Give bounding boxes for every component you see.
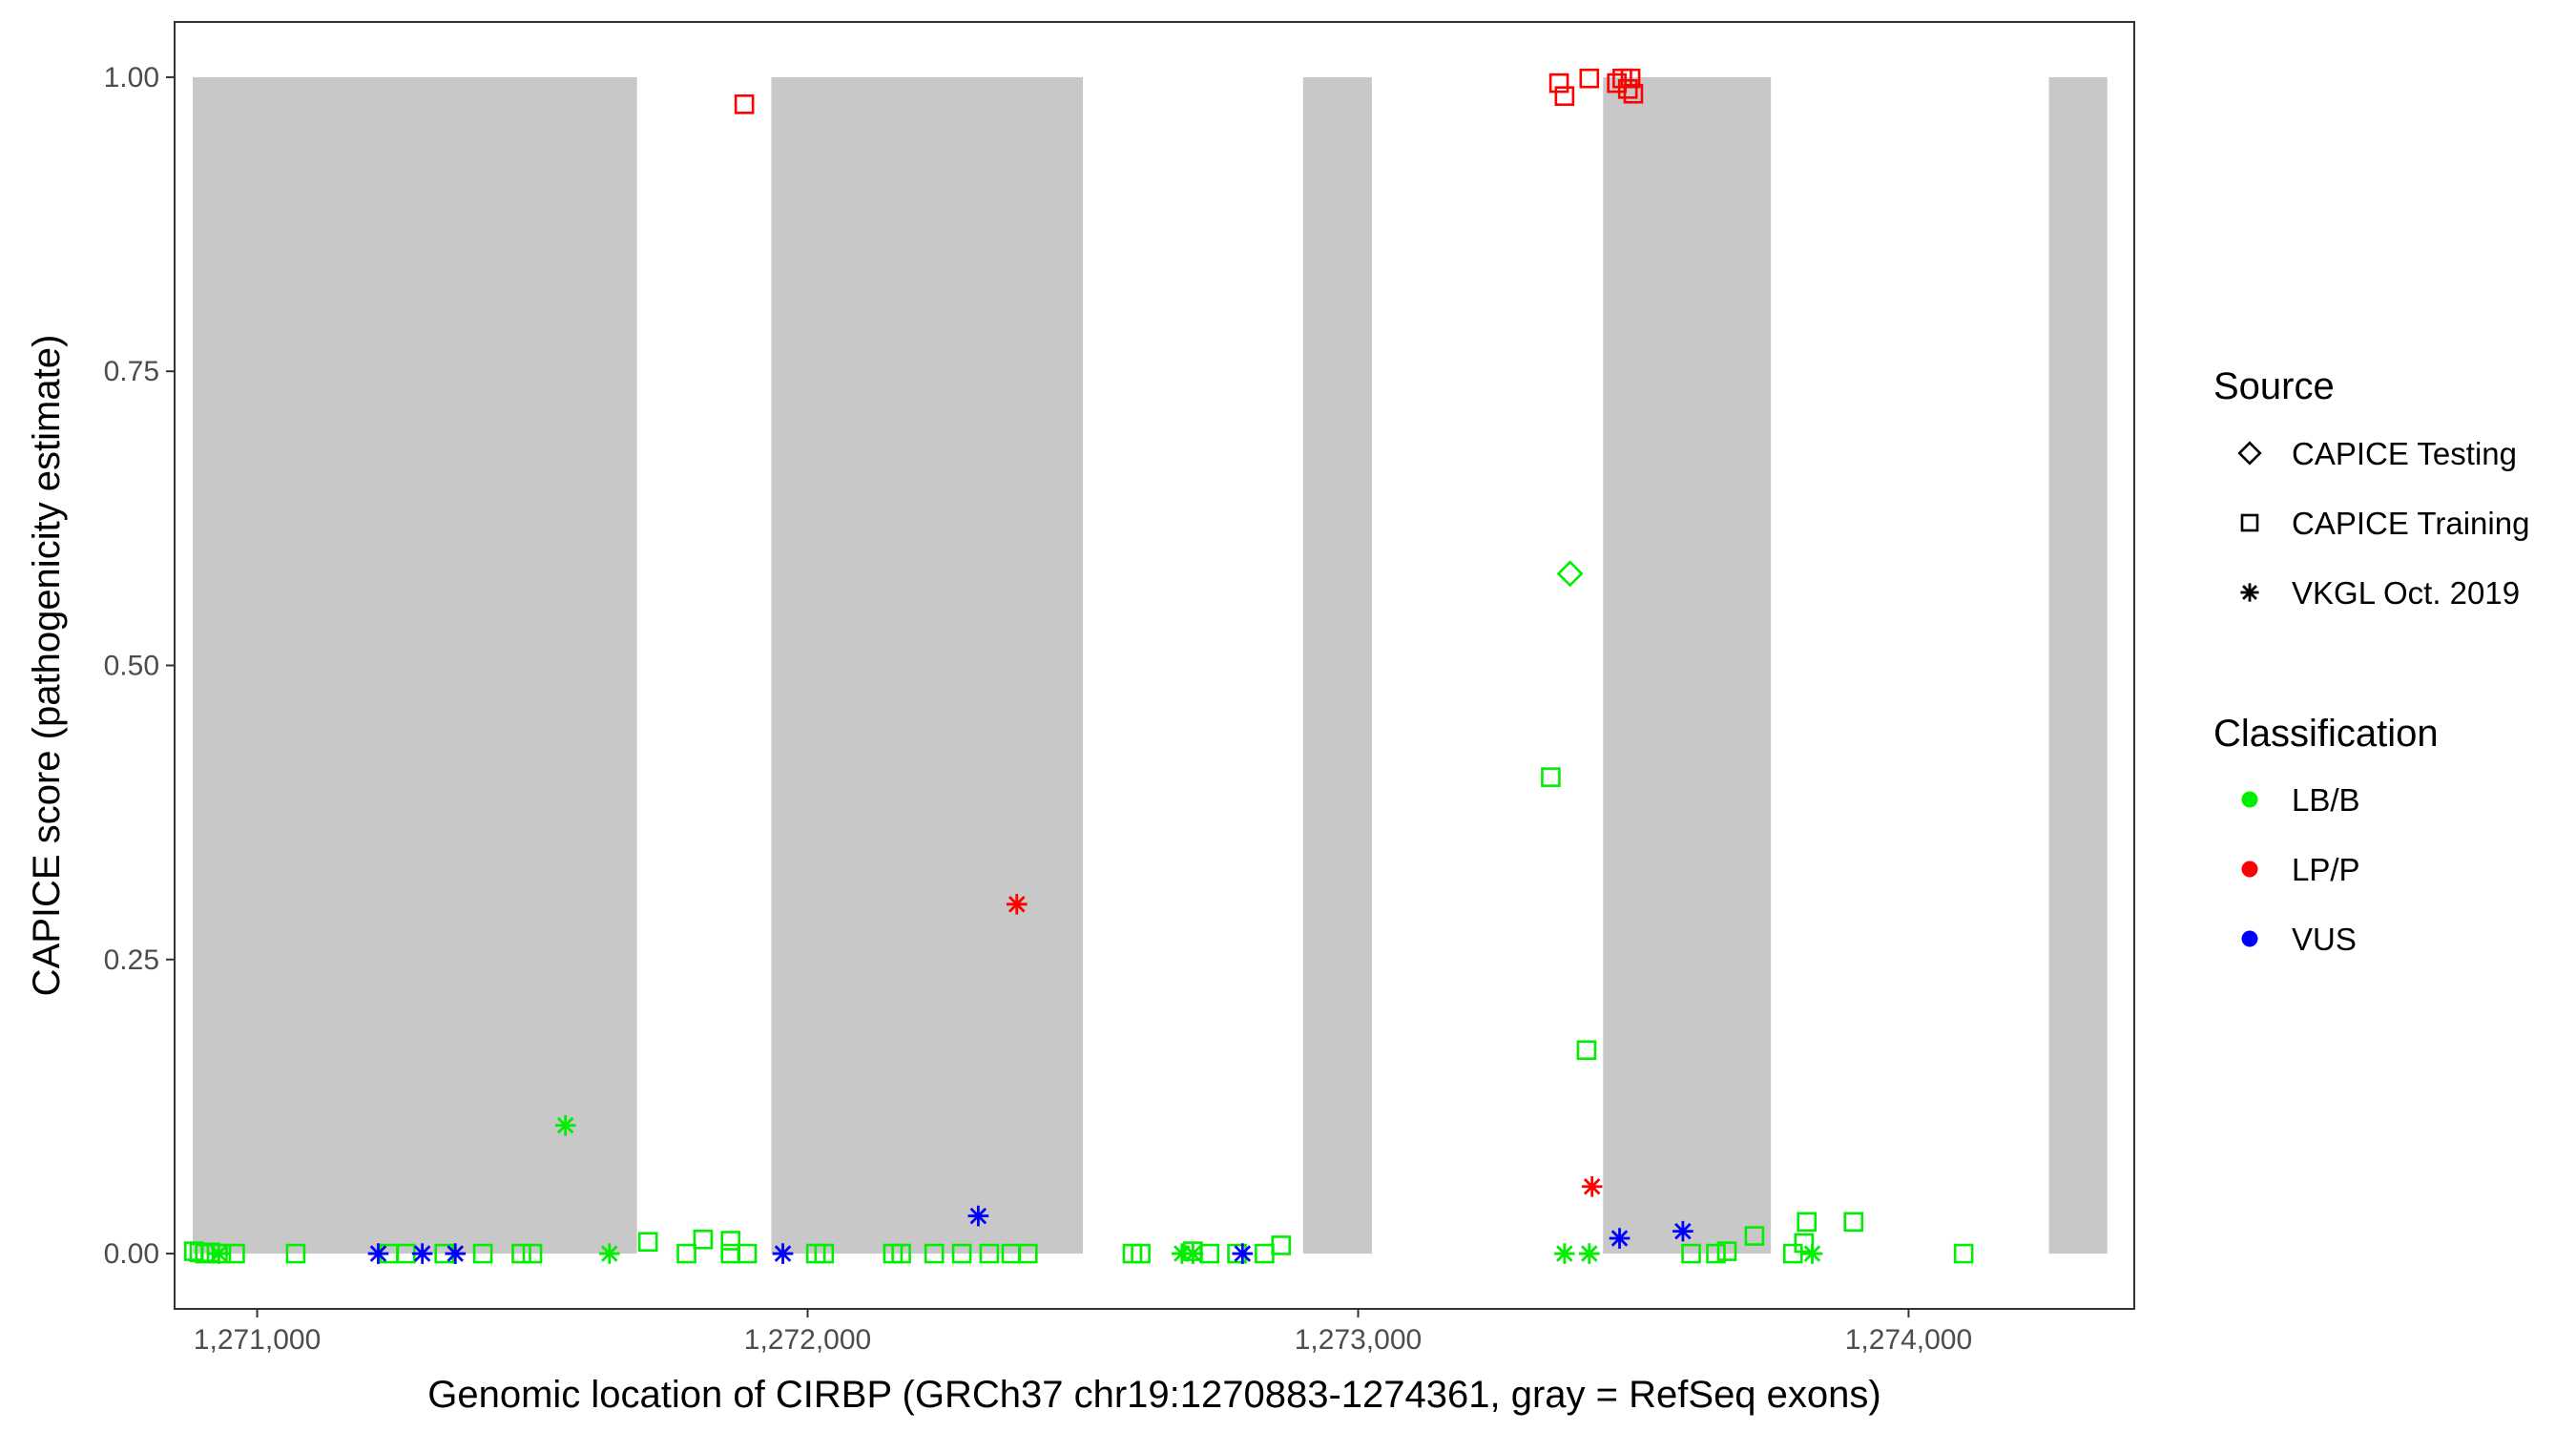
data-point <box>1554 1243 1575 1264</box>
data-point <box>472 1243 493 1264</box>
legend-label: LB/B <box>2292 782 2360 818</box>
data-point <box>445 1243 467 1264</box>
y-axis-title: CAPICE score (pathogenicity estimate) <box>26 335 68 997</box>
data-point <box>511 1243 531 1264</box>
y-tick-label: 0.50 <box>104 651 159 682</box>
data-point <box>1617 78 1638 99</box>
data-point <box>522 1243 543 1264</box>
exon-bands <box>193 76 2108 1255</box>
legend-key-asterisk <box>2240 583 2259 602</box>
data-point <box>1744 1226 1765 1246</box>
data-point <box>1182 1243 1204 1264</box>
legend-label: CAPICE Testing <box>2292 436 2517 471</box>
data-point <box>1579 68 1600 89</box>
y-tick-label: 0.25 <box>104 944 159 976</box>
data-point <box>1706 1243 1726 1264</box>
legend-key-dot <box>2241 930 2258 947</box>
data-point <box>637 1232 658 1253</box>
data-point <box>1620 68 1641 89</box>
legend-classification: Classification LB/B LP/P VUS <box>2213 713 2439 957</box>
data-point <box>1794 1233 1815 1254</box>
legend-key-square <box>2240 513 2259 532</box>
data-point <box>693 1229 714 1250</box>
data-point <box>1672 1220 1693 1242</box>
exon-band <box>2048 76 2108 1255</box>
data-point <box>979 1243 1000 1264</box>
data-point <box>554 1114 576 1136</box>
data-point <box>1843 1212 1864 1233</box>
x-tick-label: 1,274,000 <box>1845 1324 1972 1356</box>
data-point <box>1576 1040 1597 1061</box>
legend-classification-title: Classification <box>2213 713 2439 755</box>
data-point <box>1801 1243 1823 1264</box>
data-point <box>814 1243 835 1264</box>
data-point <box>599 1243 620 1264</box>
exon-band <box>193 76 637 1255</box>
data-point <box>734 94 755 114</box>
data-point <box>1797 1212 1818 1233</box>
legend-label: LP/P <box>2292 852 2360 887</box>
data-point <box>1006 894 1028 915</box>
data-point <box>951 1243 972 1264</box>
data-point <box>285 1243 306 1264</box>
legend-key-dot <box>2241 791 2258 808</box>
y-axis: 0.00 0.25 0.50 0.75 1.00 <box>104 62 175 1270</box>
x-tick-label: 1,272,000 <box>744 1324 871 1356</box>
data-points <box>183 68 1974 1264</box>
legend-key-dot <box>2241 861 2258 878</box>
y-tick-label: 1.00 <box>104 62 159 93</box>
legend-label: VUS <box>2292 922 2357 957</box>
exon-band <box>771 76 1083 1255</box>
data-point <box>1581 1175 1603 1197</box>
legend-source: Source CAPICE Testing CAPICE Training VKGL… <box>2213 365 2529 611</box>
x-axis-title: Genomic location of CIRBP (GRCh37 chr19:… <box>427 1374 1880 1416</box>
data-point <box>1607 73 1627 93</box>
data-point <box>1131 1243 1151 1264</box>
data-point <box>720 1231 741 1251</box>
data-point <box>1782 1243 1803 1264</box>
y-tick-label: 0.75 <box>104 356 159 387</box>
data-point <box>1556 560 1584 588</box>
data-point <box>772 1243 794 1264</box>
data-point <box>367 1243 389 1264</box>
data-point <box>676 1243 696 1264</box>
exon-band <box>1302 76 1372 1255</box>
x-axis: 1,271,000 1,272,000 1,273,000 1,274,000 <box>194 1309 1972 1356</box>
data-point <box>208 1243 229 1264</box>
data-point <box>1017 1243 1038 1264</box>
data-point <box>1554 86 1575 106</box>
data-point <box>1609 1228 1631 1249</box>
data-point <box>1541 767 1561 787</box>
legend-key-diamond <box>2237 441 2262 466</box>
data-point <box>924 1243 945 1264</box>
data-point <box>1232 1243 1254 1264</box>
data-point <box>967 1205 989 1227</box>
data-point <box>1172 1243 1193 1264</box>
data-point <box>411 1243 433 1264</box>
legend-label: VKGL Oct. 2019 <box>2292 575 2520 611</box>
x-tick-label: 1,271,000 <box>194 1324 321 1356</box>
x-tick-label: 1,273,000 <box>1295 1324 1422 1356</box>
data-point <box>1579 1243 1600 1264</box>
data-point <box>1623 83 1644 104</box>
data-point <box>1548 73 1569 93</box>
data-point <box>1953 1243 1974 1264</box>
data-point <box>737 1243 758 1264</box>
legend-label: CAPICE Training <box>2292 506 2529 541</box>
data-point <box>1716 1241 1737 1261</box>
exon-band <box>1603 76 1772 1255</box>
data-point <box>1271 1235 1292 1255</box>
data-point <box>1681 1243 1701 1264</box>
data-point <box>891 1243 911 1264</box>
legend-source-title: Source <box>2213 365 2335 407</box>
y-tick-label: 0.00 <box>104 1238 159 1270</box>
